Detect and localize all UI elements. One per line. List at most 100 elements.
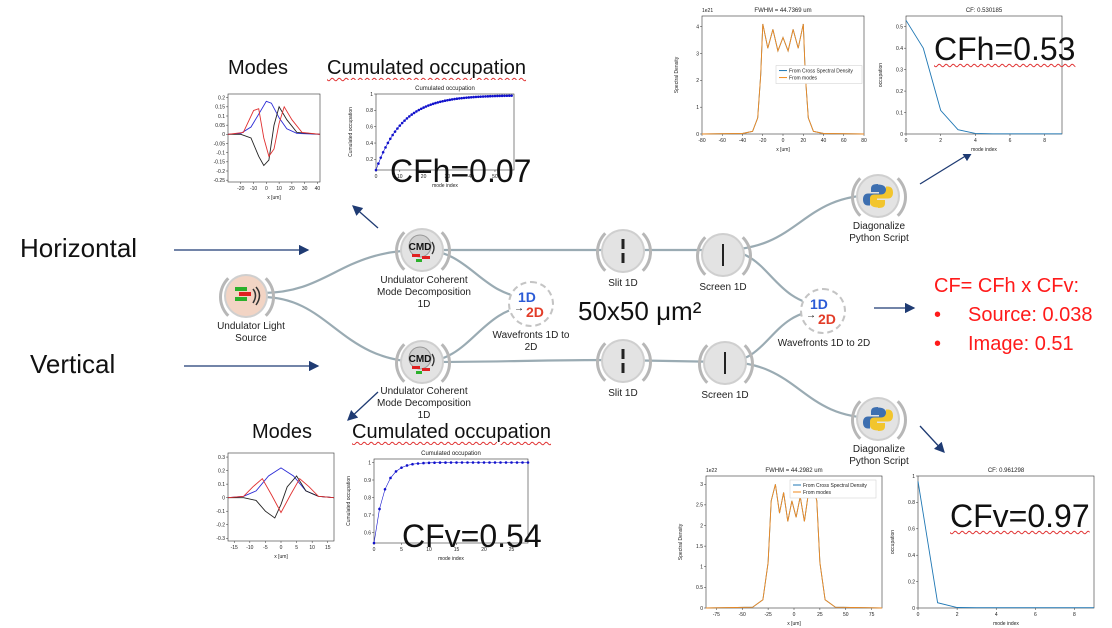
x-tick-label: 50 (492, 174, 498, 180)
y-tick-label: 0 (912, 606, 915, 612)
y-tick-label: 0 (900, 132, 903, 138)
cmd-h-node[interactable]: CMD (395, 223, 451, 279)
cmd-icon: CMD (408, 346, 435, 374)
y-axis-label: Cumulated occupation (348, 107, 354, 157)
y-tick-label: 0.8 (364, 495, 371, 501)
wavefronts-right-node[interactable]: 1D → 2D (800, 288, 846, 334)
x-axis-label: mode index (432, 183, 458, 189)
data-point (505, 94, 509, 98)
x-tick-label: -80 (698, 138, 705, 144)
data-point (504, 461, 508, 464)
screen-h-node[interactable] (696, 228, 752, 284)
modes-v-title: Modes (252, 421, 313, 443)
cmd-v-node[interactable]: CMD (395, 335, 451, 391)
x-tick-label: 8 (1073, 612, 1076, 618)
data-point (386, 141, 390, 145)
data-point (493, 461, 497, 464)
y-axis-label: occupation (890, 530, 896, 554)
y-tick-label: -0.1 (216, 150, 225, 156)
data-point (507, 94, 511, 98)
data-point (488, 461, 491, 464)
data-point (474, 95, 478, 99)
series-line-0 (917, 481, 1094, 609)
data-point (400, 466, 403, 469)
data-point (427, 104, 430, 107)
data-point (462, 96, 466, 100)
y-tick-label: 0.9 (364, 478, 371, 484)
x-tick-label: 5 (400, 547, 403, 553)
image-v-cf-plot: CF: 0.961298 0 2 4 6 8 0 0.2 0.4 0.6 0.8 1 mode inde… (888, 462, 1100, 628)
series-line-1 (701, 23, 865, 135)
data-point (443, 99, 447, 103)
wf-2d-text: 2D (526, 304, 544, 320)
wavefronts-left-node[interactable]: 1D → 2D (508, 281, 554, 327)
data-point (388, 137, 392, 141)
data-point (424, 105, 428, 108)
x-tick-label: 0 (905, 138, 908, 144)
image-h-density-plot: FWHM = 44.7369 um 1e21 -80 -60 -40 -20 0 20 40 60… (672, 2, 870, 154)
x-tick-label: 20 (289, 186, 295, 192)
x-tick-label: 80 (861, 138, 867, 144)
plot-frame (373, 458, 529, 544)
diagonalize-v-node[interactable] (851, 392, 907, 448)
image-v-density-plot: FWHM = 44.2982 um 1e22 -75 -50 -25 0 25 50 75 0 0.… (676, 462, 888, 628)
x-tick-label: 0 (782, 138, 785, 144)
y-tick-label: -0.2 (216, 523, 225, 529)
x-tick-label: 2 (939, 138, 942, 144)
cmd-badge-text: CMD (409, 354, 432, 365)
undulator-source-node[interactable] (219, 269, 275, 325)
y-tick-label: 1 (696, 105, 699, 111)
undulator-icon (235, 286, 261, 306)
y-tick-label: 0.2 (218, 468, 225, 474)
y-tick-label: -0.2 (216, 169, 225, 175)
data-point (477, 95, 480, 99)
data-point (471, 461, 475, 464)
data-point (484, 95, 487, 98)
legend-entry: From Cross Spectral Density (803, 483, 867, 489)
data-point (429, 103, 433, 106)
x-tick-label: 0 (917, 612, 920, 618)
wavefronts-right-label: Wavefronts 1D to 2D (777, 338, 871, 349)
y-tick-label: 3 (696, 51, 699, 57)
screen-icon (722, 244, 724, 266)
data-point (434, 101, 437, 105)
y-tick-label: 0 (222, 132, 225, 138)
x-tick-label: -10 (246, 545, 253, 551)
data-point (422, 461, 425, 465)
x-axis-label: mode index (971, 147, 997, 153)
data-point (391, 133, 394, 137)
y-tick-label: 0 (222, 495, 225, 501)
slit-h-node[interactable] (596, 224, 652, 280)
plot-frame (227, 452, 335, 542)
x-tick-label: 40 (315, 186, 321, 192)
x-tick-label: 2 (956, 612, 959, 618)
y-tick-label: 0.15 (215, 105, 225, 111)
x-tick-label: 15 (325, 545, 331, 551)
vertical-label: Vertical (30, 349, 116, 379)
y-axis-label: Spectral Density (674, 56, 680, 93)
x-tick-label: 0 (793, 612, 796, 618)
screen-h-label: Screen 1D (699, 282, 747, 293)
y-tick-label: -0.15 (214, 160, 226, 166)
data-point (477, 461, 480, 464)
diagonalize-h-node[interactable] (851, 169, 907, 225)
slit-v-node[interactable] (596, 334, 652, 390)
x-tick-label: 8 (1043, 138, 1046, 144)
data-point (372, 541, 376, 545)
y-tick-label: 0 (696, 132, 699, 138)
data-point (411, 462, 414, 466)
x-tick-label: -5 (263, 545, 268, 551)
data-point (491, 94, 494, 98)
wf-arrow-icon: → (806, 310, 816, 321)
x-tick-label: 0 (280, 545, 283, 551)
data-point (374, 168, 378, 172)
y-tick-label: -0.25 (214, 178, 226, 184)
data-point (396, 127, 399, 130)
screen-v-node[interactable] (698, 336, 754, 392)
arrow-to-source-v-plots (347, 391, 379, 421)
y-tick-label: -0.3 (216, 536, 225, 542)
data-point (493, 94, 497, 98)
data-point (510, 461, 513, 464)
data-point (438, 461, 442, 464)
